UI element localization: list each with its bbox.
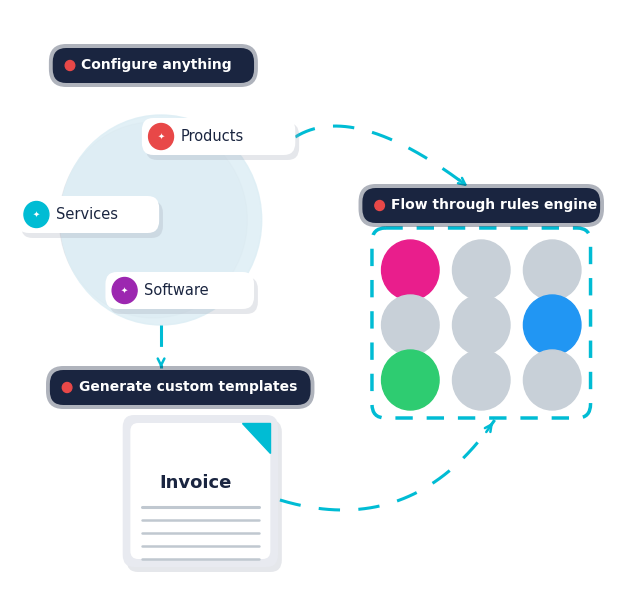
Text: Generate custom templates: Generate custom templates bbox=[79, 380, 297, 395]
Circle shape bbox=[524, 295, 581, 355]
Circle shape bbox=[524, 240, 581, 300]
Circle shape bbox=[65, 61, 75, 70]
FancyBboxPatch shape bbox=[109, 277, 258, 314]
Circle shape bbox=[452, 240, 510, 300]
Circle shape bbox=[60, 115, 262, 325]
Text: Products: Products bbox=[180, 129, 243, 144]
FancyBboxPatch shape bbox=[146, 123, 299, 160]
FancyBboxPatch shape bbox=[358, 184, 604, 227]
FancyBboxPatch shape bbox=[372, 228, 591, 418]
FancyBboxPatch shape bbox=[123, 415, 278, 567]
Text: ✦: ✦ bbox=[33, 210, 40, 219]
Circle shape bbox=[524, 350, 581, 410]
Circle shape bbox=[148, 123, 173, 150]
FancyBboxPatch shape bbox=[17, 196, 159, 233]
Circle shape bbox=[112, 278, 137, 303]
FancyBboxPatch shape bbox=[46, 366, 314, 409]
FancyBboxPatch shape bbox=[131, 423, 270, 559]
Circle shape bbox=[375, 200, 385, 210]
FancyBboxPatch shape bbox=[49, 44, 258, 87]
Circle shape bbox=[452, 295, 510, 355]
Circle shape bbox=[381, 350, 439, 410]
Circle shape bbox=[381, 240, 439, 300]
Circle shape bbox=[24, 201, 49, 228]
Text: Software: Software bbox=[144, 283, 209, 298]
Circle shape bbox=[381, 295, 439, 355]
Circle shape bbox=[62, 383, 72, 393]
FancyBboxPatch shape bbox=[142, 118, 295, 155]
Text: Services: Services bbox=[56, 207, 118, 222]
FancyBboxPatch shape bbox=[106, 272, 254, 309]
Text: ✦: ✦ bbox=[157, 132, 164, 141]
Circle shape bbox=[60, 122, 247, 318]
Text: Configure anything: Configure anything bbox=[81, 58, 232, 73]
Polygon shape bbox=[241, 423, 270, 453]
Circle shape bbox=[452, 350, 510, 410]
FancyBboxPatch shape bbox=[52, 48, 254, 83]
Text: ✦: ✦ bbox=[121, 286, 128, 295]
FancyBboxPatch shape bbox=[127, 420, 282, 572]
Text: Invoice: Invoice bbox=[159, 474, 232, 492]
FancyBboxPatch shape bbox=[50, 370, 310, 405]
FancyBboxPatch shape bbox=[362, 188, 600, 223]
FancyBboxPatch shape bbox=[21, 201, 163, 238]
Text: Flow through rules engine: Flow through rules engine bbox=[391, 198, 597, 213]
